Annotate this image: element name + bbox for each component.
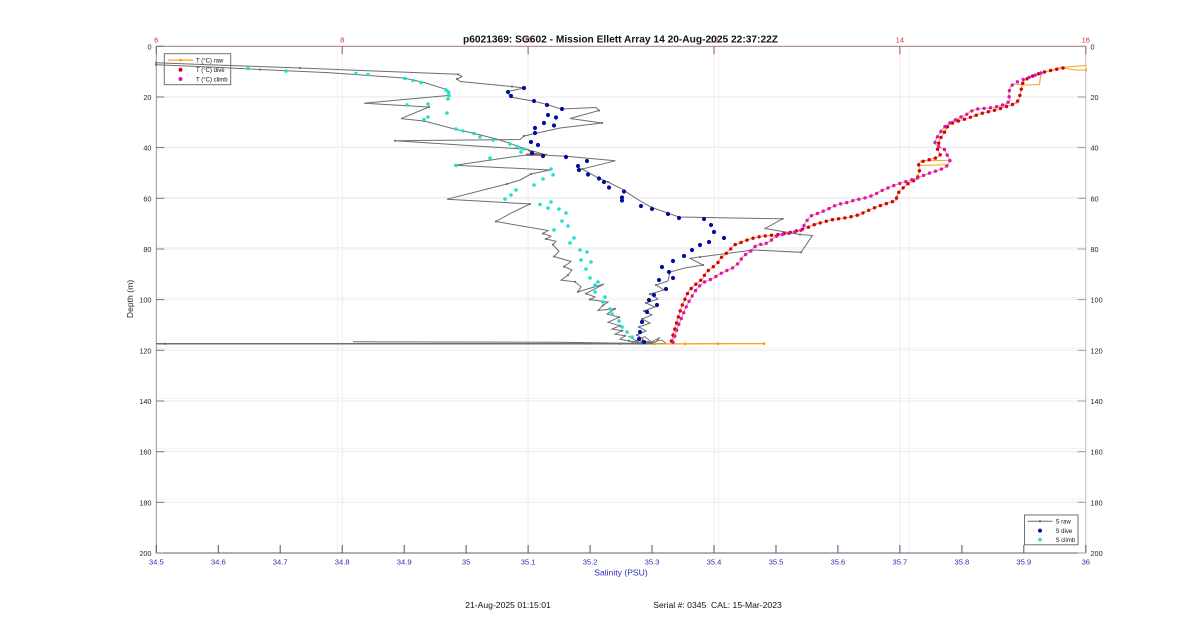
svg-text:35.5: 35.5 [769,558,784,567]
svg-text:21-Aug-2025 01:15:01: 21-Aug-2025 01:15:01 [465,600,551,610]
svg-text:80: 80 [1091,245,1099,254]
svg-text:Depth (m): Depth (m) [125,280,135,318]
svg-text:T (°C) climb: T (°C) climb [196,77,228,83]
svg-text:16: 16 [1082,36,1090,45]
svg-text:35.4: 35.4 [707,558,722,567]
svg-text:40: 40 [143,144,151,153]
svg-text:60: 60 [1091,194,1099,203]
svg-text:35.6: 35.6 [831,558,846,567]
svg-text:12: 12 [710,36,718,45]
svg-text:34.5: 34.5 [149,558,164,567]
svg-text:60: 60 [143,194,151,203]
svg-text:140: 140 [139,397,151,406]
svg-text:35.2: 35.2 [583,558,598,567]
svg-text:36: 36 [1082,558,1090,567]
svg-text:20: 20 [143,93,151,102]
svg-text:Salinity (PSU): Salinity (PSU) [594,568,648,578]
svg-text:S raw: S raw [1056,520,1072,526]
svg-text:140: 140 [1091,397,1103,406]
svg-text:10: 10 [524,36,532,45]
svg-text:100: 100 [139,296,151,305]
svg-text:200: 200 [1091,549,1103,558]
svg-text:80: 80 [143,245,151,254]
svg-text:T (°C) raw: T (°C) raw [196,58,224,64]
svg-text:T (°C) dive: T (°C) dive [196,68,225,74]
svg-text:100: 100 [1091,296,1103,305]
svg-text:S dive: S dive [1056,529,1073,535]
svg-text:35.9: 35.9 [1016,558,1031,567]
svg-text:160: 160 [139,448,151,457]
svg-text:35.7: 35.7 [893,558,908,567]
svg-text:35: 35 [462,558,470,567]
svg-text:8: 8 [340,36,344,45]
svg-text:20: 20 [1091,93,1099,102]
svg-text:120: 120 [139,346,151,355]
svg-text:180: 180 [139,498,151,507]
svg-text:200: 200 [139,549,151,558]
svg-text:p6021369: SG602 - Mission Elle: p6021369: SG602 - Mission Ellett Array 1… [463,35,778,46]
svg-text:14: 14 [896,36,904,45]
svg-text:0: 0 [1091,42,1095,51]
svg-text:6: 6 [154,36,158,45]
svg-text:35.8: 35.8 [955,558,970,567]
svg-text:34.6: 34.6 [211,558,226,567]
svg-text:S climb: S climb [1056,538,1076,544]
svg-text:34.9: 34.9 [397,558,412,567]
svg-text:0: 0 [147,42,151,51]
svg-text:120: 120 [1091,346,1103,355]
svg-text:35.3: 35.3 [645,558,660,567]
svg-text:180: 180 [1091,498,1103,507]
svg-text:34.8: 34.8 [335,558,350,567]
svg-text:160: 160 [1091,448,1103,457]
svg-text:34.7: 34.7 [273,558,288,567]
svg-text:Serial #: 0345 CAL: 15-Mar-20: Serial #: 0345 CAL: 15-Mar-2023 [653,600,782,610]
svg-text:35.1: 35.1 [521,558,536,567]
svg-text:40: 40 [1091,144,1099,153]
